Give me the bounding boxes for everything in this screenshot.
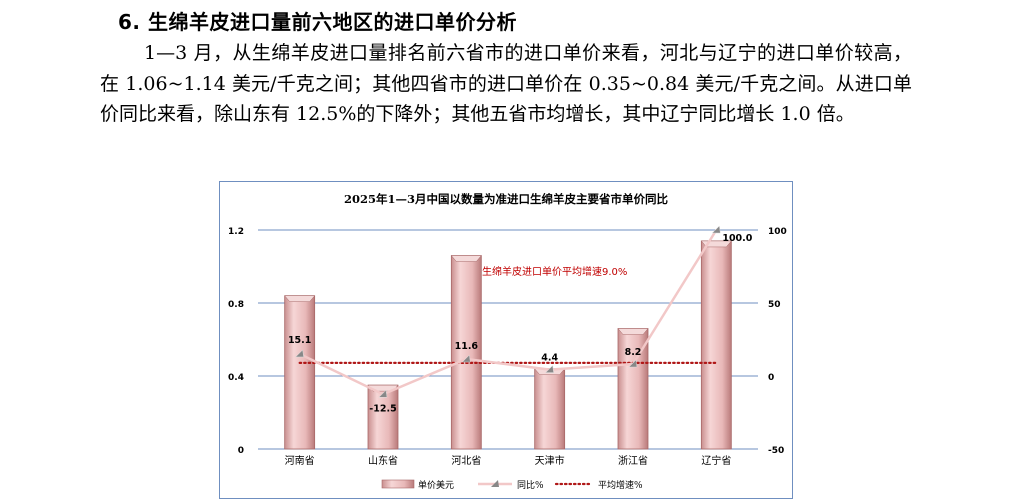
category-label: 山东省 — [368, 454, 398, 467]
data-label: 8.2 — [625, 347, 642, 358]
data-label: 11.6 — [455, 341, 479, 352]
legend-label: 平均增速% — [598, 479, 643, 491]
left-tick-label: 1.2 — [228, 227, 244, 237]
category-label: 浙江省 — [618, 454, 648, 467]
yoy-marker — [378, 389, 388, 398]
legend-swatch-bar — [381, 479, 415, 489]
chart-title: 2025年1—3月中国以数量为准进口生绵羊皮主要省市单价同比 — [344, 192, 669, 206]
analysis-paragraph: 1—3 月，从生绵羊皮进口量排名前六省市的进口单价来看，河北与辽宁的进口单价较高… — [100, 42, 912, 125]
bar-辽宁省 — [700, 240, 732, 450]
yoy-line-series: 15.1 -12.5 11.6 4.4 8.2 100.0 — [288, 225, 753, 414]
yoy-marker — [295, 349, 304, 358]
data-label: 4.4 — [541, 353, 558, 364]
bar-top — [450, 255, 482, 262]
bar — [284, 295, 316, 450]
unit-price-chart: 2025年1—3月中国以数量为准进口生绵羊皮主要省市单价同比 15.1 -12.5… — [219, 181, 793, 499]
data-label: -12.5 — [369, 403, 396, 414]
right-tick-label: 0 — [768, 373, 774, 383]
left-tick-label: 0 — [238, 446, 244, 456]
gridlines — [258, 229, 758, 450]
bar — [534, 368, 566, 450]
bar-天津市 — [534, 368, 566, 450]
category-label: 河南省 — [285, 454, 315, 467]
yoy-marker — [628, 359, 638, 368]
yoy-line-path — [299, 229, 718, 396]
category-label: 河北省 — [451, 454, 481, 467]
bar — [450, 255, 482, 450]
right-tick-label: 100 — [768, 227, 787, 237]
left-tick-label: 0.8 — [228, 300, 244, 310]
bar-top — [284, 295, 316, 302]
section-heading: 6. 生绵羊皮进口量前六地区的进口单价分析 — [118, 10, 517, 34]
bar-浙江省 — [617, 328, 649, 450]
legend-item-yoy: 同比% — [478, 479, 544, 491]
left-tick-label: 0.4 — [228, 373, 244, 383]
category-label: 天津市 — [535, 454, 565, 467]
legend-label: 同比% — [517, 479, 544, 491]
bar — [700, 240, 732, 450]
bar-河南省 — [284, 295, 316, 450]
axis-labels: 0 0.4 0.8 1.2 -50 0 50 100 河南省 山东省 河北省 天津市 浙江省 辽宁省 — [228, 227, 787, 467]
legend-item-average: 平均增速% — [554, 479, 643, 491]
legend-label: 单价美元 — [418, 479, 454, 491]
yoy-marker — [545, 365, 554, 373]
right-tick-label: 50 — [768, 300, 781, 310]
yoy-marker — [711, 225, 721, 234]
data-label: 100.0 — [722, 233, 752, 244]
bar-top — [617, 328, 649, 335]
yoy-marker — [461, 354, 471, 363]
category-label: 辽宁省 — [701, 454, 731, 467]
bar-河北省 — [450, 255, 482, 450]
data-label: 15.1 — [288, 335, 311, 346]
chart-legend: 单价美元 同比% 平均增速% — [381, 479, 643, 491]
legend-swatch-marker — [491, 480, 499, 487]
chart-canvas: 2025年1—3月中国以数量为准进口生绵羊皮主要省市单价同比 15.1 -12.5… — [228, 192, 787, 491]
legend-item-price: 单价美元 — [381, 479, 454, 491]
right-tick-label: -50 — [768, 446, 784, 456]
average-annotation: 生绵羊皮进口单价平均增速9.0% — [482, 265, 627, 278]
bar-series — [284, 240, 732, 450]
